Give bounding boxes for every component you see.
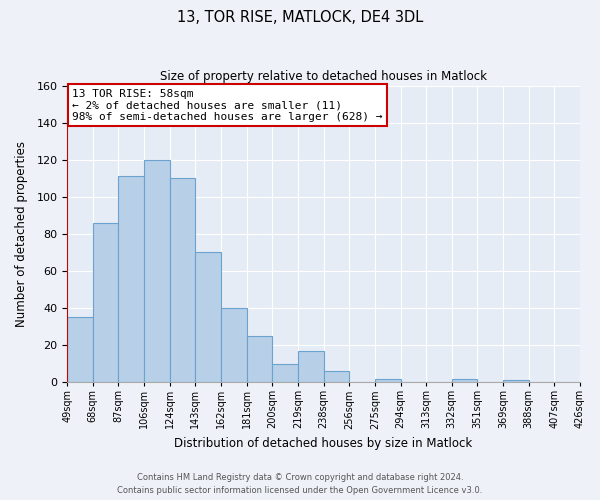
Text: 13 TOR RISE: 58sqm
← 2% of detached houses are smaller (11)
98% of semi-detached: 13 TOR RISE: 58sqm ← 2% of detached hous…	[73, 88, 383, 122]
Bar	[503, 380, 529, 382]
Y-axis label: Number of detached properties: Number of detached properties	[15, 141, 28, 327]
Text: 13, TOR RISE, MATLOCK, DE4 3DL: 13, TOR RISE, MATLOCK, DE4 3DL	[177, 10, 423, 25]
Bar	[93, 223, 118, 382]
Bar	[144, 160, 170, 382]
Bar	[452, 378, 478, 382]
Bar	[272, 364, 298, 382]
X-axis label: Distribution of detached houses by size in Matlock: Distribution of detached houses by size …	[175, 437, 473, 450]
Bar	[221, 308, 247, 382]
Bar	[323, 371, 349, 382]
Bar	[170, 178, 196, 382]
Bar	[375, 378, 401, 382]
Bar	[67, 318, 93, 382]
Bar	[298, 350, 323, 382]
Title: Size of property relative to detached houses in Matlock: Size of property relative to detached ho…	[160, 70, 487, 83]
Bar	[196, 252, 221, 382]
Bar	[118, 176, 144, 382]
Bar	[247, 336, 272, 382]
Text: Contains HM Land Registry data © Crown copyright and database right 2024.
Contai: Contains HM Land Registry data © Crown c…	[118, 474, 482, 495]
